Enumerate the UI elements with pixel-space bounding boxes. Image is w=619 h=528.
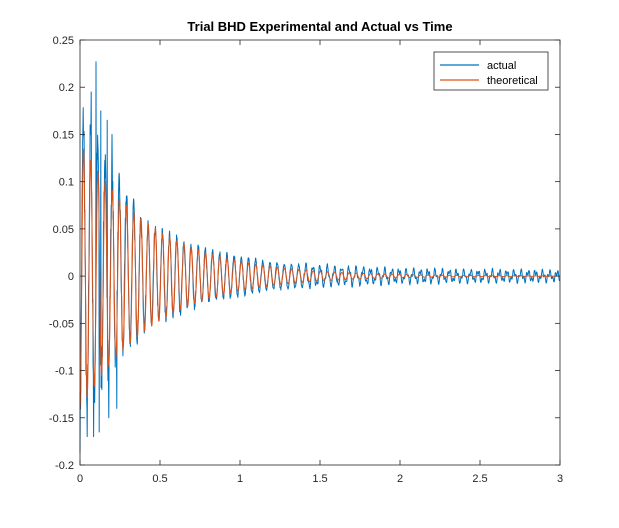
x-tick-label: 1 xyxy=(237,473,243,485)
series-layer xyxy=(79,61,561,453)
x-tick-label: 0 xyxy=(77,473,83,485)
y-tick-label: -0.15 xyxy=(49,413,74,425)
y-tick-label: 0.05 xyxy=(53,224,74,236)
x-tick-label: 1.5 xyxy=(312,473,327,485)
legend-label-theoretical: theoretical xyxy=(487,75,538,87)
x-tick-label: 2.5 xyxy=(472,473,487,485)
legend-label-actual: actual xyxy=(487,60,516,72)
y-tick-label: 0.1 xyxy=(59,177,74,189)
y-tick-label: -0.2 xyxy=(55,460,74,472)
chart-title: Trial BHD Experimental and Actual vs Tim… xyxy=(187,19,452,34)
series-line-theoretical xyxy=(79,148,561,411)
plot-area xyxy=(80,40,560,465)
legend: actual theoretical xyxy=(433,51,549,91)
legend-box xyxy=(433,51,549,91)
y-tick-label: -0.1 xyxy=(55,366,74,378)
y-tick-label: 0.2 xyxy=(59,82,74,94)
x-tick-label: 2 xyxy=(397,473,403,485)
y-tick-label: 0 xyxy=(68,271,74,283)
x-tick-label: 3 xyxy=(557,473,563,485)
y-tick-label: 0.15 xyxy=(53,129,74,141)
y-tick-label: 0.25 xyxy=(53,35,74,47)
y-tick-label: -0.05 xyxy=(49,318,74,330)
x-tick-label: 0.5 xyxy=(152,473,167,485)
axis-layer: 0 0.5 1 1.5 2 2.5 3 -0.2 -0.15 -0.1 -0.05 0 0.05 0.1 0… xyxy=(49,35,563,485)
